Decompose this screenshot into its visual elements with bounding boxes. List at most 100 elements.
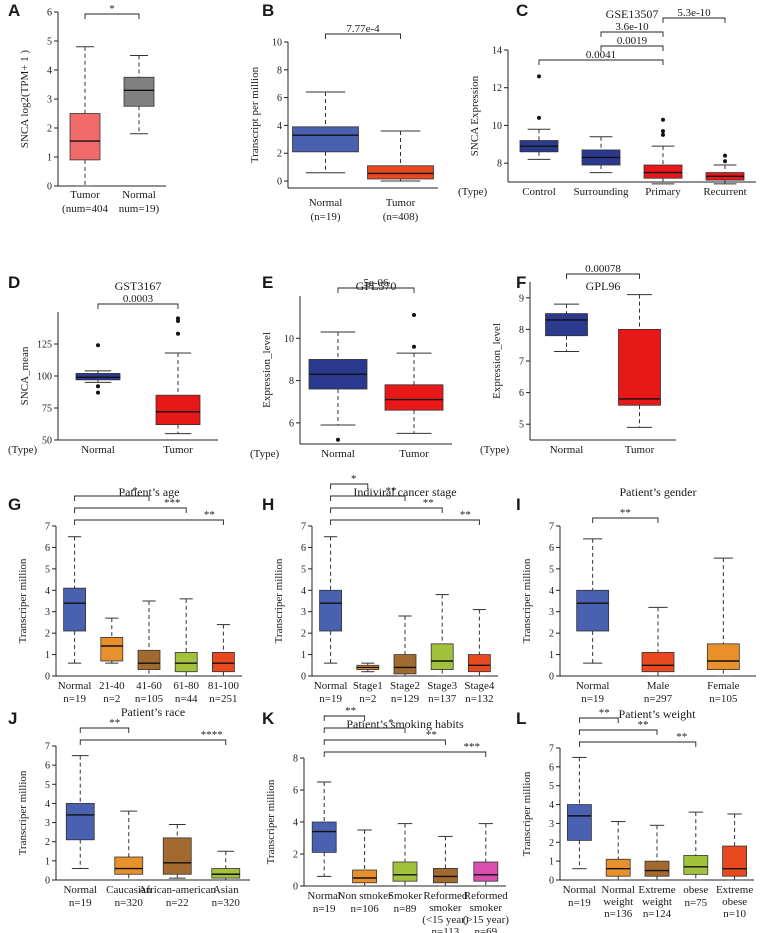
box-reformed-smoker-15-year- [432, 868, 458, 884]
category-label: Smoker [388, 890, 423, 902]
y-tick-label: 7 [301, 522, 306, 533]
significance-label: * [351, 473, 357, 485]
y-tick-label: 2 [301, 629, 306, 640]
significance-label: ** [345, 705, 356, 717]
chart-title: Patient’s smoking habits [346, 717, 464, 731]
panel-letter: H [262, 495, 274, 514]
significance-bracket [566, 273, 640, 279]
category-label: (>15 year) [463, 914, 510, 926]
sample-size-label: n=75 [684, 897, 707, 909]
sample-size-label: n=320 [115, 897, 144, 909]
y-tick-label: 6 [519, 388, 524, 399]
panel-letter: A [8, 1, 20, 20]
significance-label: * [388, 717, 394, 729]
category-label: obese [683, 884, 708, 896]
significance-bracket [600, 45, 664, 51]
panel-letter: C [516, 1, 528, 20]
chart-title: GST3167 [115, 279, 162, 293]
y-axis-label: SNCA Expression [469, 75, 481, 156]
y-tick-label: 8 [497, 159, 502, 170]
box-stage3 [430, 643, 454, 670]
category-label: Normal [601, 884, 635, 896]
category-label: weight [642, 896, 672, 908]
significance-label: *** [164, 497, 181, 509]
outlier-point [661, 132, 665, 137]
y-tick-label: 6 [293, 786, 298, 797]
y-tick-label: 6 [549, 543, 554, 554]
y-tick-label: 5 [301, 564, 306, 575]
chart-title: Patient’s race [121, 705, 185, 719]
category-label: (<15 year) [422, 914, 469, 926]
significance-label: ** [599, 707, 610, 719]
significance-bracket [97, 303, 179, 309]
y-tick-label: 0 [301, 672, 306, 683]
significance-bracket [578, 717, 619, 723]
significance-label: 3.6e-10 [615, 21, 649, 33]
significance-bracket [330, 495, 406, 501]
significance-label: 5e-06 [363, 277, 389, 289]
y-tick-label: 8 [519, 325, 524, 336]
sample-size-label: n=89 [394, 903, 417, 915]
box-normal [63, 587, 86, 632]
y-axis-label: Transcriper million [17, 558, 29, 643]
sample-size-label: n=124 [643, 908, 672, 920]
y-tick-label: 2 [277, 149, 282, 160]
box-61-80 [174, 652, 198, 673]
box-normal [319, 589, 343, 632]
panel-letter: K [262, 709, 275, 728]
sample-size-label: n=19 [581, 693, 604, 705]
category-label: Primary [645, 186, 681, 198]
box-normal-weight [605, 858, 631, 877]
panel-h: H Indiviral cancer stage 0 1 2 3 4 5 6 7 Transcrip… [262, 473, 498, 705]
panel-g: G Patient’s age 0 1 2 3 4 5 6 7 Transcriper millio… [8, 485, 242, 705]
y-tick-label: 10 [272, 38, 282, 49]
y-tick-label: 1 [549, 650, 554, 661]
category-label: Normal [321, 448, 355, 460]
y-tick-label: 5 [549, 781, 554, 792]
category-label: 21-40 [99, 680, 125, 692]
y-tick-label: 1 [549, 857, 554, 868]
category-label: Normal [122, 189, 156, 201]
y-tick-label: 8 [277, 65, 282, 76]
category-label: Normal [63, 884, 97, 896]
y-axis-label: SNCA_mean [19, 346, 31, 405]
y-tick-label: 5 [47, 37, 52, 48]
category-label: Normal [550, 444, 584, 456]
category-label: Asian [213, 884, 239, 896]
box-normal [311, 821, 337, 853]
y-tick-label: 100 [37, 372, 52, 383]
sample-size-label: n=2 [103, 693, 120, 705]
box-extreme-weight [644, 860, 670, 877]
box-extreme-obese [722, 845, 747, 877]
significance-label: ** [204, 509, 215, 521]
box-normal [576, 589, 610, 632]
panel-letter: J [8, 709, 17, 728]
panel-letter: G [8, 495, 21, 514]
category-label: Reformed [423, 890, 467, 902]
outlier-point [537, 115, 541, 120]
significance-label: * [132, 485, 138, 497]
y-tick-label: 2 [293, 850, 298, 861]
type-row-label: (Type) [458, 186, 487, 198]
category-label: Caucasian [106, 884, 152, 896]
y-axis-label: SNCA log2(TPM+ 1 ) [19, 50, 31, 149]
y-tick-label: 14 [492, 46, 502, 57]
box-reformed-smoker-15-year- [473, 861, 499, 882]
category-label: Normal [314, 680, 348, 692]
chart-title: GPL570 [356, 279, 397, 293]
panel-k: K Patient’s smoking habits 0 2 4 6 8 Transcripe… [262, 705, 509, 933]
box-normal [65, 803, 95, 841]
y-axis-label: Expression_level [261, 332, 273, 408]
y-tick-label: 8 [289, 376, 294, 387]
category-label: Reformed [464, 890, 508, 902]
sample-size-label: n=297 [644, 693, 673, 705]
sample-size-label: n=19 [313, 903, 336, 915]
outlier-point [723, 159, 727, 164]
sample-size-label: n=19 [319, 693, 342, 705]
y-tick-label: 4 [549, 586, 554, 597]
category-label: Tumor [625, 444, 655, 456]
sample-size-label: n=22 [166, 897, 189, 909]
category-label: Tumor [386, 197, 416, 209]
y-tick-label: 4 [301, 586, 306, 597]
significance-bracket [325, 33, 401, 39]
